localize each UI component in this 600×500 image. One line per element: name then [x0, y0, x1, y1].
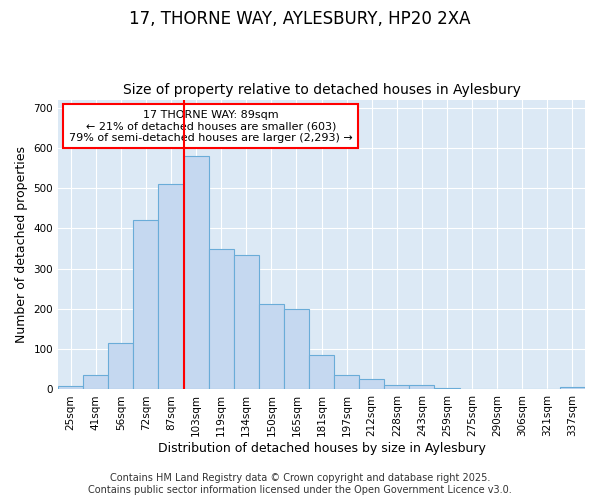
Bar: [334, 376, 359, 390]
Bar: [434, 388, 460, 390]
Title: Size of property relative to detached houses in Aylesbury: Size of property relative to detached ho…: [122, 83, 520, 97]
Bar: [233, 254, 259, 390]
Bar: [359, 380, 384, 390]
Text: Contains HM Land Registry data © Crown copyright and database right 2025.
Contai: Contains HM Land Registry data © Crown c…: [88, 474, 512, 495]
Text: 17 THORNE WAY: 89sqm
← 21% of detached houses are smaller (603)
79% of semi-deta: 17 THORNE WAY: 89sqm ← 21% of detached h…: [69, 110, 353, 143]
Bar: [83, 376, 108, 390]
Bar: [184, 156, 209, 390]
Bar: [409, 384, 434, 390]
Bar: [259, 304, 284, 390]
Text: 17, THORNE WAY, AYLESBURY, HP20 2XA: 17, THORNE WAY, AYLESBURY, HP20 2XA: [129, 10, 471, 28]
Bar: [209, 250, 233, 390]
Bar: [309, 355, 334, 390]
Bar: [108, 343, 133, 390]
Bar: [58, 386, 83, 390]
Y-axis label: Number of detached properties: Number of detached properties: [15, 146, 28, 343]
Bar: [133, 220, 158, 390]
X-axis label: Distribution of detached houses by size in Aylesbury: Distribution of detached houses by size …: [158, 442, 485, 455]
Bar: [384, 384, 409, 390]
Bar: [158, 184, 184, 390]
Bar: [284, 309, 309, 390]
Bar: [560, 387, 585, 390]
